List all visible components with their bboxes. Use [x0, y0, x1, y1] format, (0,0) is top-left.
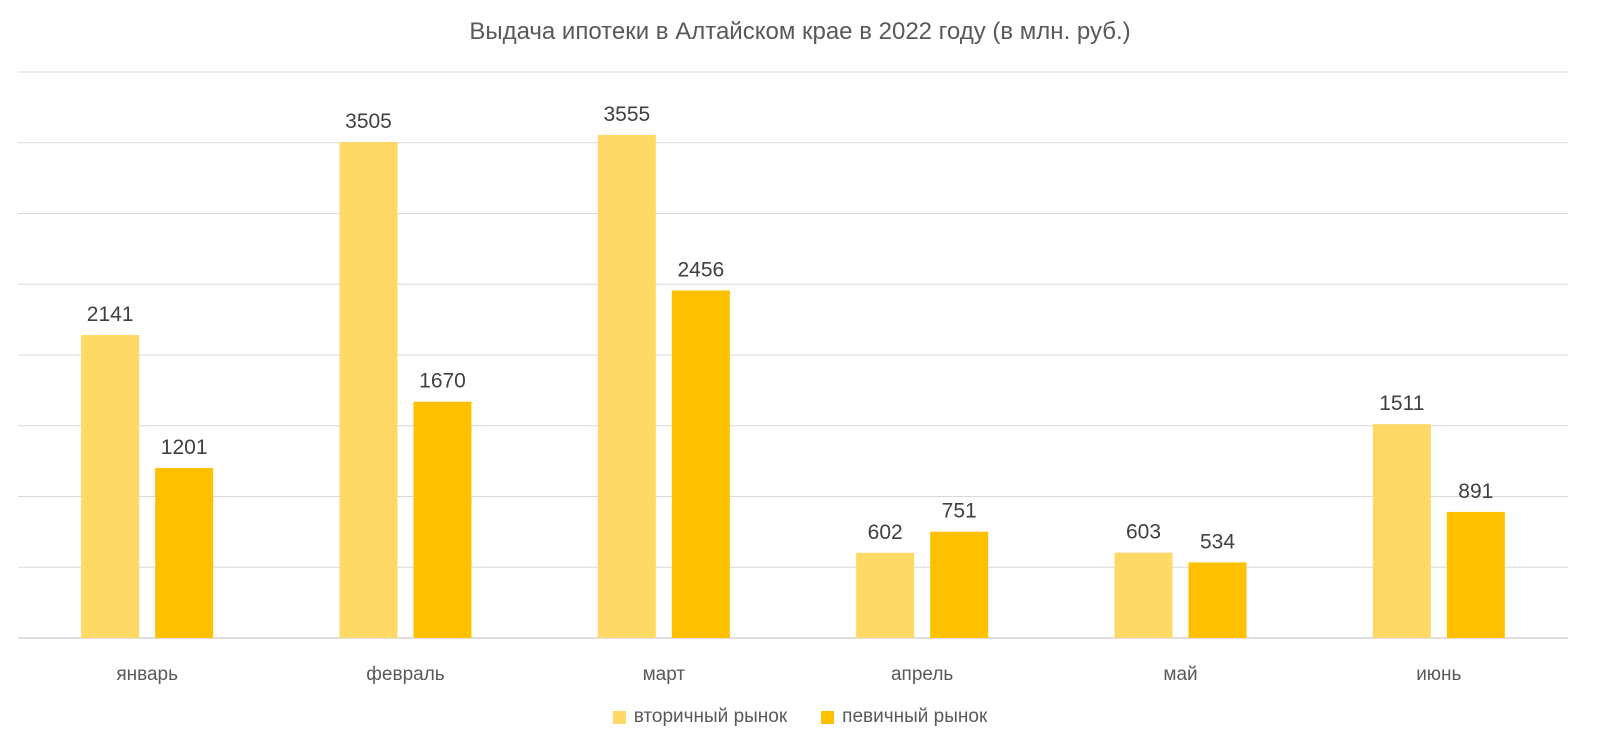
x-tick-label: июнь [1416, 664, 1461, 685]
legend-swatch-primary [821, 710, 835, 724]
bar-secondary-0 [81, 335, 140, 638]
chart-title: Выдача ипотеки в Алтайском крае в 2022 г… [469, 18, 1131, 45]
data-label: 891 [1458, 480, 1493, 503]
bar-primary-0 [155, 468, 214, 638]
bar-secondary-1 [339, 142, 398, 639]
legend-label-secondary: вторичный рынок [633, 706, 788, 727]
data-label: 602 [868, 521, 903, 544]
legend-label-primary: певичный рынок [842, 706, 988, 727]
bar-primary-1 [413, 401, 472, 638]
bar-secondary-4 [1114, 552, 1173, 638]
bar-primary-5 [1446, 511, 1505, 638]
x-tick-label: март [643, 664, 686, 685]
data-label: 751 [942, 500, 977, 523]
x-tick-label: апрель [891, 664, 953, 685]
bar-secondary-2 [597, 134, 656, 638]
data-label: 2456 [677, 258, 724, 281]
legend-swatch-secondary [612, 710, 626, 724]
bar-secondary-3 [856, 552, 915, 638]
bars [81, 134, 1505, 639]
legend: вторичный рынок певичный рынок [0, 706, 1600, 728]
gridlines [18, 71, 1568, 639]
data-label: 2141 [87, 303, 134, 326]
data-label: 1201 [161, 436, 208, 459]
data-label: 1511 [1379, 392, 1424, 415]
x-tick-labels: январь февраль март апрель май июнь [116, 664, 1461, 685]
bar-primary-2 [671, 290, 730, 638]
data-label: 3555 [603, 103, 650, 126]
bar-primary-4 [1188, 562, 1247, 638]
legend-item-primary: певичный рынок [821, 706, 987, 728]
data-label: 3505 [345, 110, 392, 133]
data-label: 603 [1126, 521, 1161, 544]
x-tick-label: февраль [366, 664, 445, 685]
data-label: 534 [1200, 530, 1235, 553]
data-label: 1670 [419, 370, 466, 393]
data-labels: 2141 1201 3505 1670 3555 2456 602 751 603 534 1511… [87, 103, 1494, 553]
x-tick-label: январь [116, 664, 178, 685]
bar-secondary-5 [1372, 424, 1431, 638]
x-tick-label: май [1163, 664, 1197, 685]
legend-item-secondary: вторичный рынок [612, 706, 788, 728]
bar-primary-3 [930, 531, 989, 638]
